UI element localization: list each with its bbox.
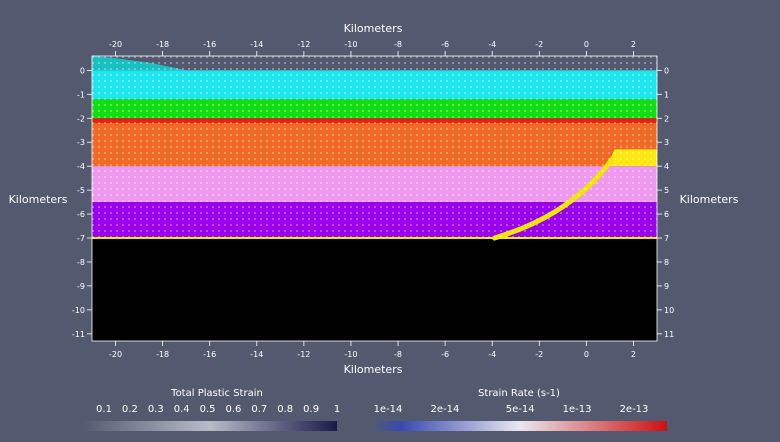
top-tick-label: -6 bbox=[441, 40, 449, 49]
strain-rate-colorbar: Strain Rate (s-1) 1e-14 2e-14 5e-14 1e-13 2e… bbox=[372, 388, 667, 431]
left-tick-label: 0 bbox=[80, 66, 85, 75]
plastic-strain-tick: 0.8 bbox=[277, 404, 293, 415]
right-tick-label: 4 bbox=[664, 162, 669, 171]
bottom-tick-label: -20 bbox=[109, 350, 122, 359]
top-axis-ticks: -20 -18 -16 -14 -12 -10 -8 -6 -4 -2 0 2 bbox=[109, 40, 636, 56]
left-tick-label: -3 bbox=[77, 138, 85, 147]
model-domain bbox=[91, 55, 658, 342]
top-tick-label: -8 bbox=[394, 40, 402, 49]
right-tick-label: 5 bbox=[664, 186, 669, 195]
bottom-tick-label: -14 bbox=[250, 350, 263, 359]
bottom-tick-label: -2 bbox=[535, 350, 543, 359]
plastic-strain-colorbar: Total Plastic Strain 0.1 0.2 0.3 0.4 0.5 0.6 0… bbox=[82, 388, 340, 431]
top-tick-label: -20 bbox=[109, 40, 122, 49]
bottom-tick-label: 2 bbox=[631, 350, 636, 359]
left-axis-ticks: 0 -1 -2 -3 -4 -5 -6 -7 -8 -9 -10 -11 bbox=[72, 66, 92, 339]
plastic-strain-gradient-bar bbox=[82, 421, 337, 431]
plastic-strain-tick: 0.2 bbox=[122, 404, 138, 415]
left-tick-label: -1 bbox=[77, 90, 85, 99]
plastic-strain-tick: 0.1 bbox=[96, 404, 112, 415]
bottom-tick-label: -10 bbox=[344, 350, 357, 359]
plastic-strain-tick: 0.3 bbox=[148, 404, 164, 415]
right-tick-label: 3 bbox=[664, 138, 669, 147]
left-tick-label: -7 bbox=[77, 234, 85, 243]
mesh-dot-overlay bbox=[92, 56, 657, 239]
right-tick-label: 7 bbox=[664, 234, 669, 243]
plastic-strain-colorbar-title: Total Plastic Strain bbox=[170, 388, 263, 399]
right-axis-ticks: 0 1 2 3 4 5 6 7 8 9 10 11 bbox=[657, 66, 674, 339]
plastic-strain-tick: 1 bbox=[334, 404, 340, 415]
top-axis-title: Kilometers bbox=[344, 22, 403, 35]
plastic-strain-tick: 0.4 bbox=[174, 404, 190, 415]
right-tick-label: 9 bbox=[664, 282, 669, 291]
left-axis-title: Kilometers bbox=[9, 193, 68, 206]
bottom-tick-label: 0 bbox=[584, 350, 589, 359]
strain-rate-colorbar-title: Strain Rate (s-1) bbox=[478, 388, 560, 399]
bottom-tick-label: -12 bbox=[297, 350, 310, 359]
plastic-strain-tick: 0.5 bbox=[200, 404, 216, 415]
bottom-tick-label: -6 bbox=[441, 350, 449, 359]
strain-rate-tick-labels: 1e-14 2e-14 5e-14 1e-13 2e-13 bbox=[374, 404, 649, 415]
left-tick-label: -6 bbox=[77, 210, 85, 219]
left-tick-label: -5 bbox=[77, 186, 85, 195]
plastic-strain-tick: 0.7 bbox=[251, 404, 267, 415]
top-tick-label: -10 bbox=[344, 40, 357, 49]
top-tick-label: -14 bbox=[250, 40, 263, 49]
top-tick-label: -2 bbox=[535, 40, 543, 49]
left-tick-label: -9 bbox=[77, 282, 85, 291]
bottom-tick-label: -16 bbox=[203, 350, 216, 359]
plastic-strain-tick-labels: 0.1 0.2 0.3 0.4 0.5 0.6 0.7 0.8 0.9 1 bbox=[96, 404, 340, 415]
black-basement bbox=[92, 238, 657, 341]
right-tick-label: 8 bbox=[664, 258, 669, 267]
right-tick-label: 6 bbox=[664, 210, 669, 219]
left-tick-label: -4 bbox=[77, 162, 85, 171]
strain-rate-tick: 2e-14 bbox=[430, 404, 459, 415]
strain-rate-tick: 5e-14 bbox=[506, 404, 535, 415]
right-tick-label: 0 bbox=[664, 66, 669, 75]
strain-rate-gradient-bar bbox=[372, 421, 667, 431]
bottom-axis-title: Kilometers bbox=[344, 363, 403, 376]
left-tick-label: -11 bbox=[72, 330, 85, 339]
left-tick-label: -10 bbox=[72, 306, 85, 315]
bottom-axis-ticks: -20 -18 -16 -14 -12 -10 -8 -6 -4 -2 0 2 bbox=[109, 341, 636, 359]
left-tick-label: -8 bbox=[77, 258, 85, 267]
top-tick-label: -18 bbox=[156, 40, 169, 49]
plastic-strain-tick: 0.6 bbox=[225, 404, 241, 415]
strain-rate-tick: 2e-13 bbox=[620, 404, 649, 415]
bottom-tick-label: -18 bbox=[156, 350, 169, 359]
plastic-strain-tick: 0.9 bbox=[303, 404, 319, 415]
left-tick-label: -2 bbox=[77, 114, 85, 123]
right-tick-label: 1 bbox=[664, 90, 669, 99]
right-tick-label: 10 bbox=[664, 306, 674, 315]
right-tick-label: 2 bbox=[664, 114, 669, 123]
right-axis-title: Kilometers bbox=[680, 193, 739, 206]
right-tick-label: 11 bbox=[664, 330, 674, 339]
strain-rate-tick: 1e-14 bbox=[374, 404, 403, 415]
top-tick-label: -12 bbox=[297, 40, 310, 49]
top-tick-label: -4 bbox=[488, 40, 496, 49]
domain-border bbox=[91, 55, 658, 342]
top-tick-label: 2 bbox=[631, 40, 636, 49]
strain-rate-tick: 1e-13 bbox=[563, 404, 592, 415]
bottom-tick-label: -8 bbox=[394, 350, 402, 359]
top-tick-label: 0 bbox=[584, 40, 589, 49]
top-tick-label: -16 bbox=[203, 40, 216, 49]
bottom-tick-label: -4 bbox=[488, 350, 496, 359]
